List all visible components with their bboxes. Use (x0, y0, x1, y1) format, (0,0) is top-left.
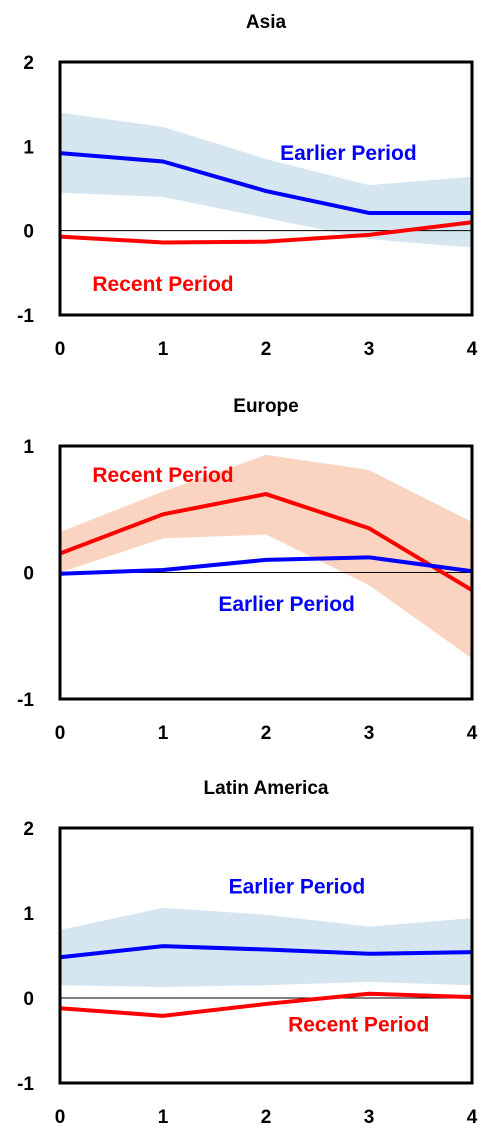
x-tick-label: 2 (261, 339, 272, 360)
series-annotation: Recent Period (288, 1013, 429, 1036)
plot-frame (58, 444, 474, 701)
y-tick-label: 0 (23, 222, 34, 243)
series-line (59, 991, 473, 1018)
y-tick-label: 2 (23, 53, 34, 74)
x-tick-label: 4 (467, 1107, 478, 1128)
confidence-band (60, 112, 472, 248)
series-annotation: Recent Period (92, 273, 233, 296)
series-annotation: Recent Period (92, 464, 233, 487)
y-tick-label: 0 (23, 564, 34, 585)
y-tick-label: 1 (23, 137, 34, 158)
x-tick-label: 2 (261, 1107, 272, 1128)
x-tick-label: 3 (364, 1107, 375, 1128)
x-tick-label: 1 (158, 723, 169, 744)
x-tick-label: 4 (467, 723, 478, 744)
series-line (59, 555, 473, 576)
y-tick-label: -1 (17, 1074, 34, 1095)
plot-frame (58, 826, 474, 1085)
y-tick-label: 1 (23, 904, 34, 925)
series-line (59, 492, 474, 592)
y-tick-label: 2 (23, 819, 34, 840)
y-tick-label: -1 (17, 306, 34, 327)
plot-frame (58, 60, 474, 317)
x-tick-label: 3 (364, 723, 375, 744)
series-line (59, 220, 473, 245)
y-tick-label: -1 (17, 690, 34, 711)
y-tick-label: 1 (23, 437, 34, 458)
x-tick-label: 1 (158, 1107, 169, 1128)
series-annotation: Earlier Period (229, 876, 366, 899)
y-tick-label: 0 (23, 989, 34, 1010)
confidence-band (60, 454, 472, 659)
x-tick-label: 0 (55, 1107, 66, 1128)
chart-title: Latin America (204, 778, 329, 799)
x-tick-label: 2 (261, 723, 272, 744)
series-annotation: Earlier Period (280, 142, 417, 165)
x-tick-label: 1 (158, 339, 169, 360)
x-tick-label: 4 (467, 339, 478, 360)
x-tick-label: 3 (364, 339, 375, 360)
series-annotation: Earlier Period (218, 593, 355, 616)
series-line (59, 151, 472, 215)
x-tick-label: 0 (55, 339, 66, 360)
chart-title: Europe (233, 396, 298, 417)
confidence-band (60, 907, 472, 987)
chart-title: Asia (246, 12, 287, 33)
series-line (59, 944, 473, 960)
x-tick-label: 0 (55, 723, 66, 744)
